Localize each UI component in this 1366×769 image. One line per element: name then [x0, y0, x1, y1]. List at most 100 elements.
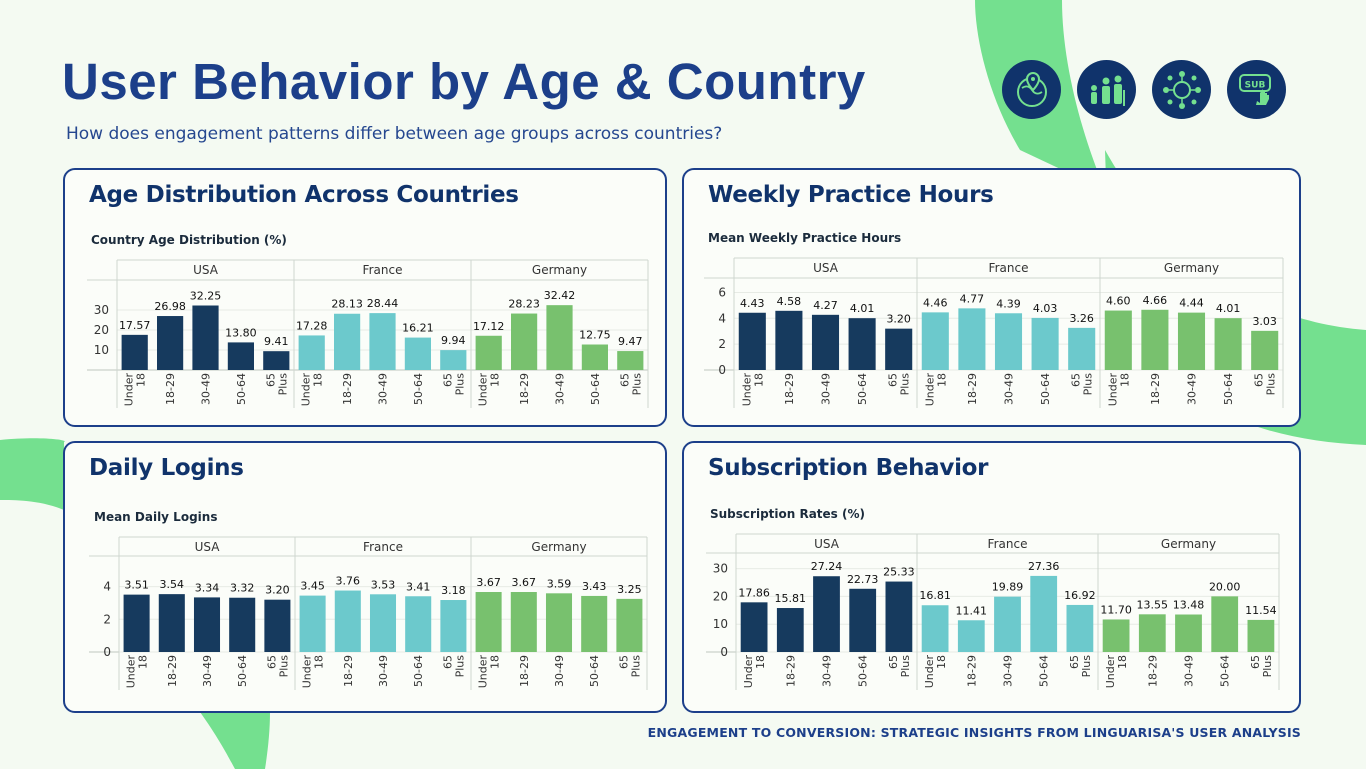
data-label: 4.77: [960, 292, 985, 305]
data-label: 3.32: [230, 582, 255, 595]
data-label: 3.54: [160, 578, 185, 591]
data-label: 20.00: [1209, 580, 1241, 593]
category-label: 65 Plus: [441, 655, 466, 678]
data-label: 3.25: [617, 583, 642, 596]
data-label: 27.36: [1028, 560, 1060, 573]
category-label: 50-64: [412, 655, 425, 687]
bar: [123, 594, 150, 652]
bar: [740, 602, 768, 652]
category-label-line: 18-29: [518, 655, 531, 687]
category-label: 30-49: [1002, 655, 1015, 687]
data-label: 3.51: [124, 579, 149, 592]
category-label-line: Under: [477, 655, 490, 689]
bar: [1251, 330, 1279, 370]
data-label: 28.23: [508, 298, 539, 311]
data-label: 15.81: [775, 592, 807, 605]
category-label-line: 18-29: [341, 373, 354, 405]
category-label-line: 18: [1116, 655, 1129, 669]
category-label: 18-29: [784, 655, 797, 687]
data-label: 3.45: [300, 580, 325, 593]
page-title: User Behavior by Age & Country: [62, 53, 866, 110]
category-label-line: 65: [1068, 655, 1081, 669]
data-label: 4.01: [1216, 302, 1241, 315]
bar: [994, 313, 1023, 370]
data-label: 3.26: [1069, 312, 1094, 325]
bar: [811, 314, 840, 370]
data-label: 4.01: [850, 302, 875, 315]
category-label-line: 18-29: [783, 373, 796, 405]
category-label-line: 18: [489, 373, 502, 387]
data-label: 9.41: [264, 335, 289, 348]
group-label: Germany: [1161, 537, 1216, 551]
category-label-line: 30-49: [201, 655, 214, 687]
category-label: 65 Plus: [617, 655, 642, 678]
category-label: Under 18: [300, 373, 325, 407]
category-label: Under 18: [123, 373, 148, 407]
category-label-line: Under: [742, 655, 755, 689]
category-label-line: 65: [441, 373, 454, 387]
data-label: 3.03: [1252, 315, 1277, 328]
header-icons: SUB: [1002, 60, 1286, 119]
category-label: 30-49: [1183, 655, 1196, 687]
bar: [510, 592, 537, 652]
data-label: 22.73: [847, 573, 879, 586]
y-tick-label: 4: [103, 580, 111, 594]
category-label-line: 65: [441, 655, 454, 669]
data-label: 11.54: [1245, 604, 1277, 617]
y-tick-label: 0: [103, 645, 111, 659]
category-label-line: 18: [752, 373, 765, 387]
data-label: 19.89: [992, 581, 1024, 594]
bar: [334, 313, 361, 370]
category-label-line: 30-49: [821, 655, 834, 687]
category-label: 30-49: [554, 373, 567, 405]
category-label-line: 18: [489, 655, 502, 669]
category-label-line: Plus: [629, 655, 642, 678]
bar: [1141, 309, 1169, 370]
category-label-line: 18: [1118, 373, 1131, 387]
data-label: 4.27: [813, 299, 838, 312]
category-label-line: 65: [887, 373, 900, 387]
category-label: Under 18: [923, 655, 948, 689]
bar: [298, 335, 325, 370]
data-label: 4.58: [777, 295, 802, 308]
bar: [1030, 575, 1058, 652]
bar: [121, 334, 148, 370]
category-label-line: 18-29: [342, 655, 355, 687]
bar: [994, 596, 1021, 652]
bar: [475, 335, 502, 370]
category-label-line: 18: [935, 655, 948, 669]
bar: [192, 305, 219, 370]
category-label: 50-64: [412, 373, 425, 405]
category-label-line: 18-29: [1149, 373, 1162, 405]
y-tick-label: 2: [103, 612, 111, 626]
category-label: Under 18: [923, 373, 948, 407]
category-label-line: Under: [923, 655, 936, 689]
category-label: 18-29: [965, 655, 978, 687]
daily-logins-heading: Daily Logins: [89, 455, 244, 481]
category-label-line: 65: [264, 373, 277, 387]
category-label-line: 50-64: [1038, 655, 1051, 687]
category-label-line: Under: [477, 373, 490, 407]
category-label-line: 65: [617, 655, 630, 669]
subscription-panel: Subscription Behavior Subscription Rates…: [682, 441, 1301, 713]
category-label-line: 30-49: [200, 373, 213, 405]
bar: [1211, 596, 1239, 652]
bar: [193, 597, 221, 652]
category-label-line: 30-49: [377, 655, 390, 687]
bar: [440, 350, 467, 370]
category-label-line: 65: [618, 373, 631, 387]
bar: [581, 595, 608, 652]
category-label-line: 18-29: [518, 373, 531, 405]
group-label: Germany: [531, 540, 586, 554]
category-label-line: 18-29: [784, 655, 797, 687]
category-label-line: 30-49: [1186, 373, 1199, 405]
category-label: Under 18: [1106, 373, 1131, 407]
bar: [1138, 614, 1166, 652]
category-label-line: 18: [754, 655, 767, 669]
bar: [405, 596, 432, 652]
data-label: 4.44: [1179, 297, 1204, 310]
category-label: 50-64: [1222, 373, 1235, 405]
group-label: Germany: [532, 263, 587, 277]
category-label-line: Plus: [1082, 373, 1095, 396]
